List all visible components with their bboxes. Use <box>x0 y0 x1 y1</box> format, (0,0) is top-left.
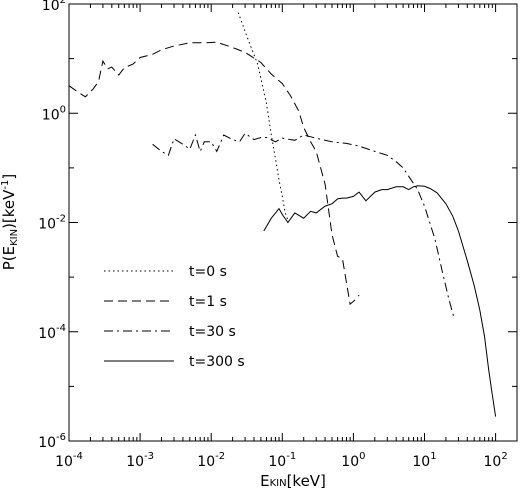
y-tick-label: 100 <box>42 104 66 123</box>
series-line <box>237 12 289 221</box>
y-tick-label: 102 <box>42 0 66 14</box>
legend: t=0 s t=1 s t=30 s t=300 s <box>104 264 245 370</box>
legend-label: t=300 s <box>189 354 245 370</box>
y-tick-label: 10-2 <box>38 214 66 233</box>
x-tick-label: 101 <box>412 451 436 470</box>
legend-label: t=30 s <box>189 324 236 340</box>
y-axis-label: P(EKIN)[keV-1] <box>0 174 20 271</box>
x-axis-label: EKIN[keV] <box>260 472 326 490</box>
series-line <box>68 41 360 306</box>
axis-tick-labels: 10-4 10-3 10-2 10-1 100 101 10210-610-410-2100… <box>38 0 508 470</box>
axis-ticks <box>68 3 518 442</box>
x-tick-label: 10-2 <box>197 451 225 470</box>
series-line <box>152 132 455 318</box>
series-lines <box>68 12 497 417</box>
legend-label: t=0 s <box>189 264 227 280</box>
legend-label: t=1 s <box>189 294 227 310</box>
plot-frame <box>68 3 518 442</box>
x-tick-label: 10-4 <box>55 451 83 470</box>
y-tick-label: 10-4 <box>38 323 66 342</box>
y-tick-label: 10-6 <box>38 432 66 451</box>
x-tick-label: 100 <box>341 451 365 470</box>
series-line <box>263 185 497 417</box>
x-tick-label: 10-3 <box>126 451 154 470</box>
x-tick-label: 102 <box>483 451 507 470</box>
x-tick-label: 10-1 <box>268 451 296 470</box>
